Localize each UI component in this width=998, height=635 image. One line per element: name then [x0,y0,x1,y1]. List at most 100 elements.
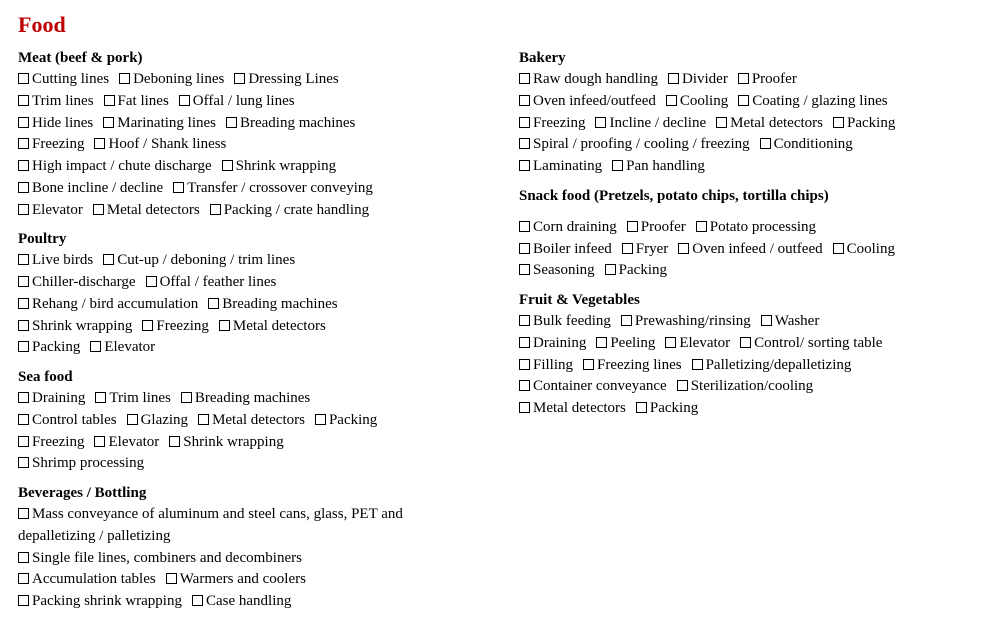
checkbox-shrimp-processing[interactable]: Shrimp processing [18,453,144,475]
checkbox-pan-handling[interactable]: Pan handling [612,156,705,178]
checkbox-shrink-wrapping[interactable]: Shrink wrapping [18,316,132,338]
checkbox-bulk-feeding[interactable]: Bulk feeding [519,311,611,333]
checkbox-prewashing-rinsing[interactable]: Prewashing/rinsing [621,311,751,333]
right-column: BakeryRaw dough handlingDividerProoferOv… [519,44,980,623]
checkbox-freezing[interactable]: Freezing [18,432,84,454]
checkbox-incline-decline[interactable]: Incline / decline [595,113,706,135]
checkbox-elevator[interactable]: Elevator [665,333,730,355]
checkbox-proofer[interactable]: Proofer [627,217,686,239]
checkbox-transfer-crossover-conveying[interactable]: Transfer / crossover conveying [173,178,373,200]
checkbox-label: Dressing Lines [248,71,338,87]
checkbox-label: Glazing [141,412,188,428]
checkbox-metal-detectors[interactable]: Metal detectors [93,200,200,222]
checkbox-packing-crate-handling[interactable]: Packing / crate handling [210,200,369,222]
checkbox-control-sorting-table[interactable]: Control/ sorting table [740,333,882,355]
checkbox-peeling[interactable]: Peeling [596,333,655,355]
checkbox-offal-lung-lines[interactable]: Offal / lung lines [179,91,295,113]
checkbox-packing[interactable]: Packing [636,398,698,420]
checkbox-washer[interactable]: Washer [761,311,820,333]
checkbox-boiler-infeed[interactable]: Boiler infeed [519,239,612,261]
checkbox-proofer[interactable]: Proofer [738,69,797,91]
checkbox-palletizing-depalletizing[interactable]: Palletizing/depalletizing [692,355,852,377]
checkbox-fryer[interactable]: Fryer [622,239,669,261]
checkbox-metal-detectors[interactable]: Metal detectors [219,316,326,338]
checkbox-cut-up-deboning-trim-lines[interactable]: Cut-up / deboning / trim lines [103,250,295,272]
checkbox-metal-detectors[interactable]: Metal detectors [716,113,823,135]
checkbox-packing[interactable]: Packing [833,113,895,135]
checkbox-single-file-lines-combiners-and-decombin[interactable]: Single file lines, combiners and decombi… [18,548,302,570]
checkbox-potato-processing[interactable]: Potato processing [696,217,816,239]
checkbox-accumulation-tables[interactable]: Accumulation tables [18,569,156,591]
checkbox-label: Prewashing/rinsing [635,313,751,329]
checkbox-raw-dough-handling[interactable]: Raw dough handling [519,69,658,91]
checkbox-conditioning[interactable]: Conditioning [760,134,853,156]
checkbox-label: Divider [682,71,728,87]
checkbox-label: Trim lines [32,93,94,109]
checkbox-trim-lines[interactable]: Trim lines [18,91,94,113]
checkbox-corn-draining[interactable]: Corn draining [519,217,617,239]
checkbox-packing-shrink-wrapping[interactable]: Packing shrink wrapping [18,591,182,613]
checkbox-freezing-lines[interactable]: Freezing lines [583,355,682,377]
checkbox-shrink-wrapping[interactable]: Shrink wrapping [222,156,336,178]
checkbox-oven-infeed-outfeed[interactable]: Oven infeed / outfeed [678,239,822,261]
checkbox-trim-lines[interactable]: Trim lines [95,388,171,410]
checkbox-divider[interactable]: Divider [668,69,728,91]
checkbox-cooling[interactable]: Cooling [666,91,728,113]
checkbox-freezing[interactable]: Freezing [18,134,84,156]
checkbox-label: Rehang / bird accumulation [32,296,198,312]
checkbox-shrink-wrapping[interactable]: Shrink wrapping [169,432,283,454]
checkbox-control-tables[interactable]: Control tables [18,410,117,432]
checkbox-spiral-proofing-cooling-freezing[interactable]: Spiral / proofing / cooling / freezing [519,134,750,156]
checkbox-label: Bulk feeding [533,313,611,329]
checkbox-box-icon [18,254,29,265]
checkbox-chiller-discharge[interactable]: Chiller-discharge [18,272,136,294]
checkbox-elevator[interactable]: Elevator [94,432,159,454]
checkbox-freezing[interactable]: Freezing [142,316,208,338]
checkbox-seasoning[interactable]: Seasoning [519,260,595,282]
checkbox-box-icon [833,243,844,254]
section-heading: Bakery [519,50,980,67]
checkbox-elevator[interactable]: Elevator [18,200,83,222]
checkbox-cooling[interactable]: Cooling [833,239,895,261]
checkbox-freezing[interactable]: Freezing [519,113,585,135]
checkbox-rehang-bird-accumulation[interactable]: Rehang / bird accumulation [18,294,198,316]
checkbox-draining[interactable]: Draining [18,388,85,410]
checkbox-laminating[interactable]: Laminating [519,156,602,178]
row: Shrink wrapping Freezing Metal detectors [18,316,479,338]
checkbox-deboning-lines[interactable]: Deboning lines [119,69,224,91]
checkbox-metal-detectors[interactable]: Metal detectors [519,398,626,420]
checkbox-glazing[interactable]: Glazing [127,410,188,432]
checkbox-breading-machines[interactable]: Breading machines [208,294,337,316]
checkbox-box-icon [18,457,29,468]
checkbox-cutting-lines[interactable]: Cutting lines [18,69,109,91]
checkbox-container-conveyance[interactable]: Container conveyance [519,376,667,398]
checkbox-hide-lines[interactable]: Hide lines [18,113,93,135]
checkbox-box-icon [198,414,209,425]
checkbox-oven-infeed-outfeed[interactable]: Oven infeed/outfeed [519,91,656,113]
row: Seasoning Packing [519,260,980,282]
checkbox-breading-machines[interactable]: Breading machines [181,388,310,410]
checkbox-high-impact-chute-discharge[interactable]: High impact / chute discharge [18,156,212,178]
checkbox-packing[interactable]: Packing [605,260,667,282]
checkbox-metal-detectors[interactable]: Metal detectors [198,410,305,432]
checkbox-live-birds[interactable]: Live birds [18,250,93,272]
checkbox-packing[interactable]: Packing [18,337,80,359]
checkbox-sterilization-cooling[interactable]: Sterilization/cooling [677,376,813,398]
checkbox-dressing-lines[interactable]: Dressing Lines [234,69,338,91]
checkbox-filling[interactable]: Filling [519,355,573,377]
checkbox-coating-glazing-lines[interactable]: Coating / glazing lines [738,91,887,113]
checkbox-draining[interactable]: Draining [519,333,586,355]
checkbox-fat-lines[interactable]: Fat lines [104,91,169,113]
checkbox-elevator[interactable]: Elevator [90,337,155,359]
checkbox-mass-conveyance-of-aluminum-and-steel-ca[interactable]: Mass conveyance of aluminum and steel ca… [18,506,403,544]
checkbox-warmers-and-coolers[interactable]: Warmers and coolers [166,569,306,591]
checkbox-marinating-lines[interactable]: Marinating lines [103,113,216,135]
checkbox-case-handling[interactable]: Case handling [192,591,291,613]
checkbox-label: Metal detectors [107,202,200,218]
checkbox-bone-incline-decline[interactable]: Bone incline / decline [18,178,163,200]
checkbox-packing[interactable]: Packing [315,410,377,432]
checkbox-box-icon [166,573,177,584]
checkbox-offal-feather-lines[interactable]: Offal / feather lines [146,272,277,294]
checkbox-breading-machines[interactable]: Breading machines [226,113,355,135]
checkbox-hoof-shank-liness[interactable]: Hoof / Shank liness [94,134,226,156]
